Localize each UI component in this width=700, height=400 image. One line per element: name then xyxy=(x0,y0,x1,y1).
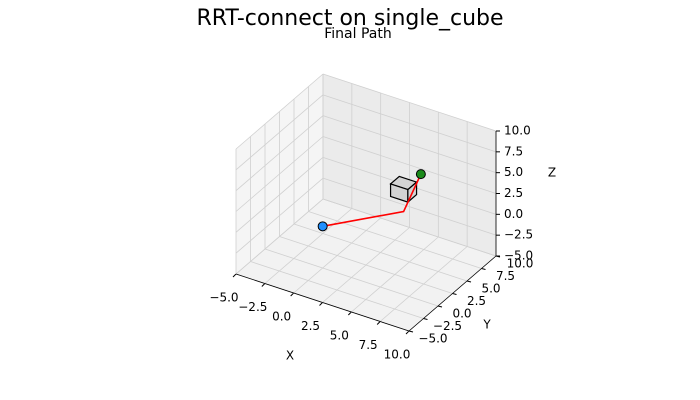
y-tick-label: 0.0 xyxy=(452,307,471,321)
chart-subtitle: Final Path xyxy=(324,26,391,42)
z-tick-label: 10.0 xyxy=(504,124,531,138)
x-tick-label: 10.0 xyxy=(384,348,411,362)
x-tick xyxy=(261,283,266,287)
grid-line xyxy=(322,94,497,153)
x-tick xyxy=(290,292,295,297)
start-point xyxy=(317,221,328,232)
grid-line xyxy=(322,177,497,236)
grid-line xyxy=(293,223,468,282)
grid-line xyxy=(308,211,482,269)
grid-line xyxy=(235,73,324,150)
axis-line xyxy=(235,273,410,332)
x-tick xyxy=(376,321,381,325)
z-tick-label: −2.5 xyxy=(504,228,533,242)
y-tick-label: −2.5 xyxy=(433,319,462,333)
x-tick-label: 5.0 xyxy=(330,329,349,343)
chart-title: RRT-connect on single_cube xyxy=(196,6,503,31)
x-tick xyxy=(405,330,410,335)
grid-line xyxy=(235,136,324,212)
y-tick-label: −5.0 xyxy=(418,332,447,346)
grid-line xyxy=(235,94,324,171)
y-axis-label: Y xyxy=(482,318,491,332)
y-tick xyxy=(466,280,472,283)
grid-line xyxy=(235,115,324,191)
y-tick-label: 7.5 xyxy=(496,269,515,283)
y-tick xyxy=(408,330,414,333)
grid-line xyxy=(235,157,324,233)
y-tick xyxy=(452,293,457,295)
z-axis-label: Z xyxy=(548,166,556,180)
grid-line xyxy=(250,261,424,319)
grid-line xyxy=(235,177,324,254)
x-axis-label: X xyxy=(286,349,294,363)
y-tick-label: 10.0 xyxy=(507,257,534,271)
x-tick xyxy=(232,273,237,278)
z-tick-label: 7.5 xyxy=(504,144,523,158)
z-tick-label: 2.5 xyxy=(504,186,523,200)
x-tick-label: 0.0 xyxy=(272,310,291,324)
y-tick-label: 2.5 xyxy=(467,294,486,308)
grid-line xyxy=(322,198,497,257)
x-tick-label: −5.0 xyxy=(209,291,238,305)
z-tick-label: 0.0 xyxy=(504,207,523,221)
goal-point xyxy=(415,169,426,180)
grid-line xyxy=(279,236,453,294)
grid-line xyxy=(264,248,439,307)
z-tick-label: −5.0 xyxy=(504,249,533,263)
axis-line xyxy=(408,255,497,332)
grid-line xyxy=(322,115,497,174)
grid-line xyxy=(322,73,497,132)
z-tick-label: 5.0 xyxy=(504,165,523,179)
y-tick xyxy=(423,318,428,320)
x-tick-label: 2.5 xyxy=(301,319,320,333)
y-tick xyxy=(481,268,486,270)
x-tick xyxy=(347,311,352,316)
path-line xyxy=(322,173,422,228)
x-tick xyxy=(319,302,323,306)
y-tick xyxy=(437,305,443,308)
grid-line xyxy=(322,136,497,194)
grid-line xyxy=(235,198,324,275)
x-tick-label: 7.5 xyxy=(359,338,378,352)
x-tick-label: −2.5 xyxy=(238,300,267,314)
y-tick-label: 5.0 xyxy=(481,282,500,296)
